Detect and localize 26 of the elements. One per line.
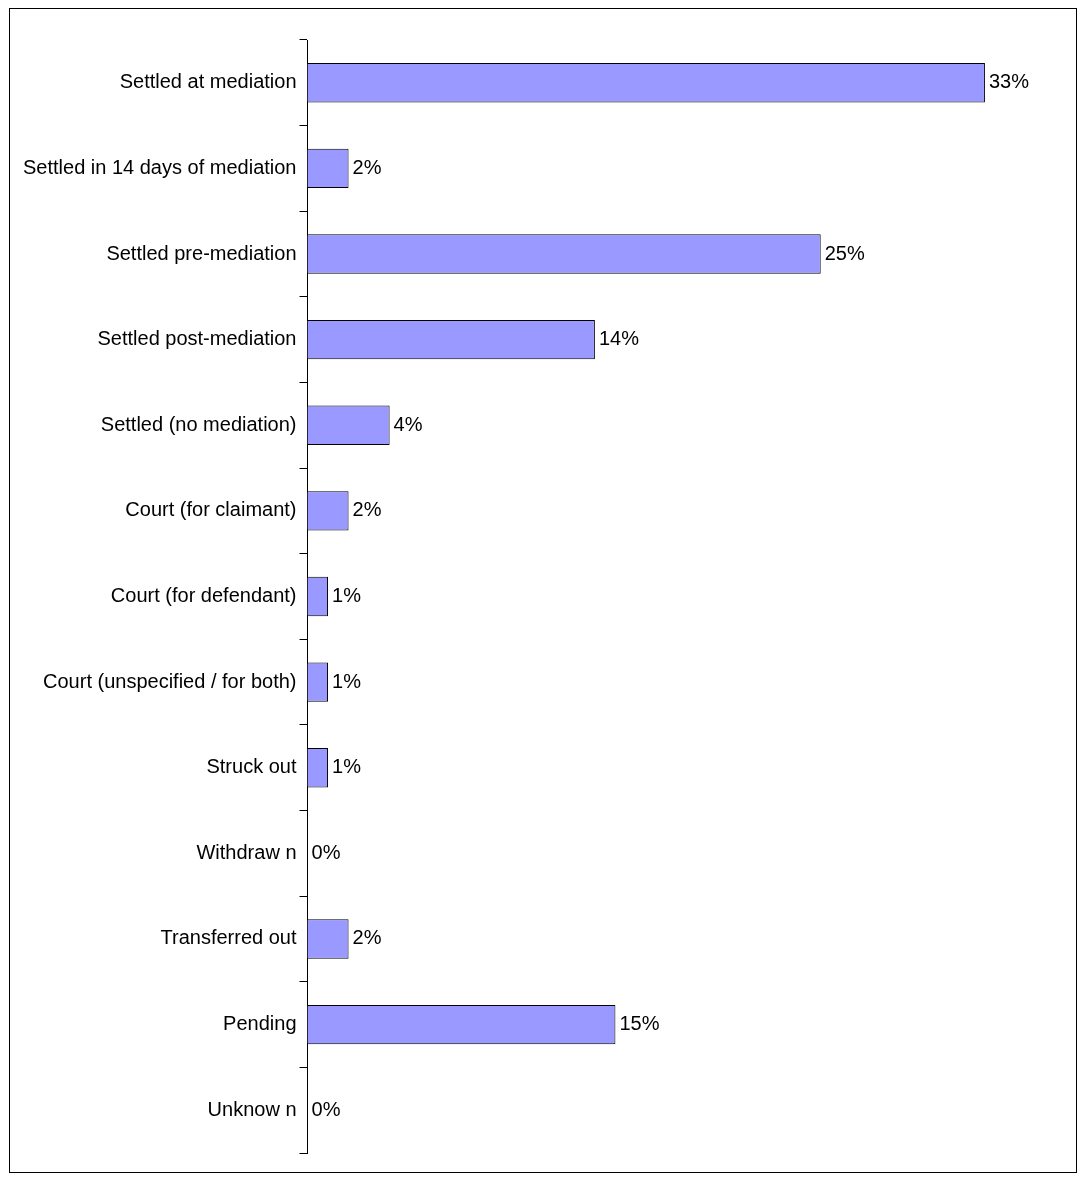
y-tick-label: Struck out xyxy=(206,755,297,778)
y-tick-label: Settled at mediation xyxy=(119,70,297,93)
data-label: 25% xyxy=(824,241,865,264)
data-label: 4% xyxy=(393,412,423,435)
y-tick-label: Settled in 14 days of mediation xyxy=(22,155,297,178)
y-tick-label: Court (for defendant) xyxy=(110,584,297,607)
y-tick-label: Settled post-mediation xyxy=(97,327,297,350)
data-label: 14% xyxy=(598,327,640,350)
data-label: 1% xyxy=(332,584,362,607)
data-label: 1% xyxy=(332,755,362,778)
data-label: 0% xyxy=(311,840,341,863)
y-tick-label: Transferred out xyxy=(160,926,297,949)
data-label: 15% xyxy=(619,1012,660,1035)
data-label: 2% xyxy=(352,926,382,949)
y-tick-label: Court (for claimant) xyxy=(125,498,297,521)
y-tick-label: Pending xyxy=(223,1012,297,1035)
y-tick-label: Settled pre-mediation xyxy=(106,241,297,264)
data-label: 2% xyxy=(352,155,382,178)
y-tick-label: Settled (no mediation) xyxy=(100,412,297,435)
data-label: 33% xyxy=(988,70,1030,93)
y-tick-label: Court (unspecified / for both) xyxy=(43,669,297,692)
y-tick-label: Unknow n xyxy=(207,1097,297,1120)
y-tick-label: Withdraw n xyxy=(196,840,297,863)
data-label: 2% xyxy=(352,498,382,521)
data-label: 1% xyxy=(332,669,362,692)
data-label: 0% xyxy=(311,1097,341,1120)
